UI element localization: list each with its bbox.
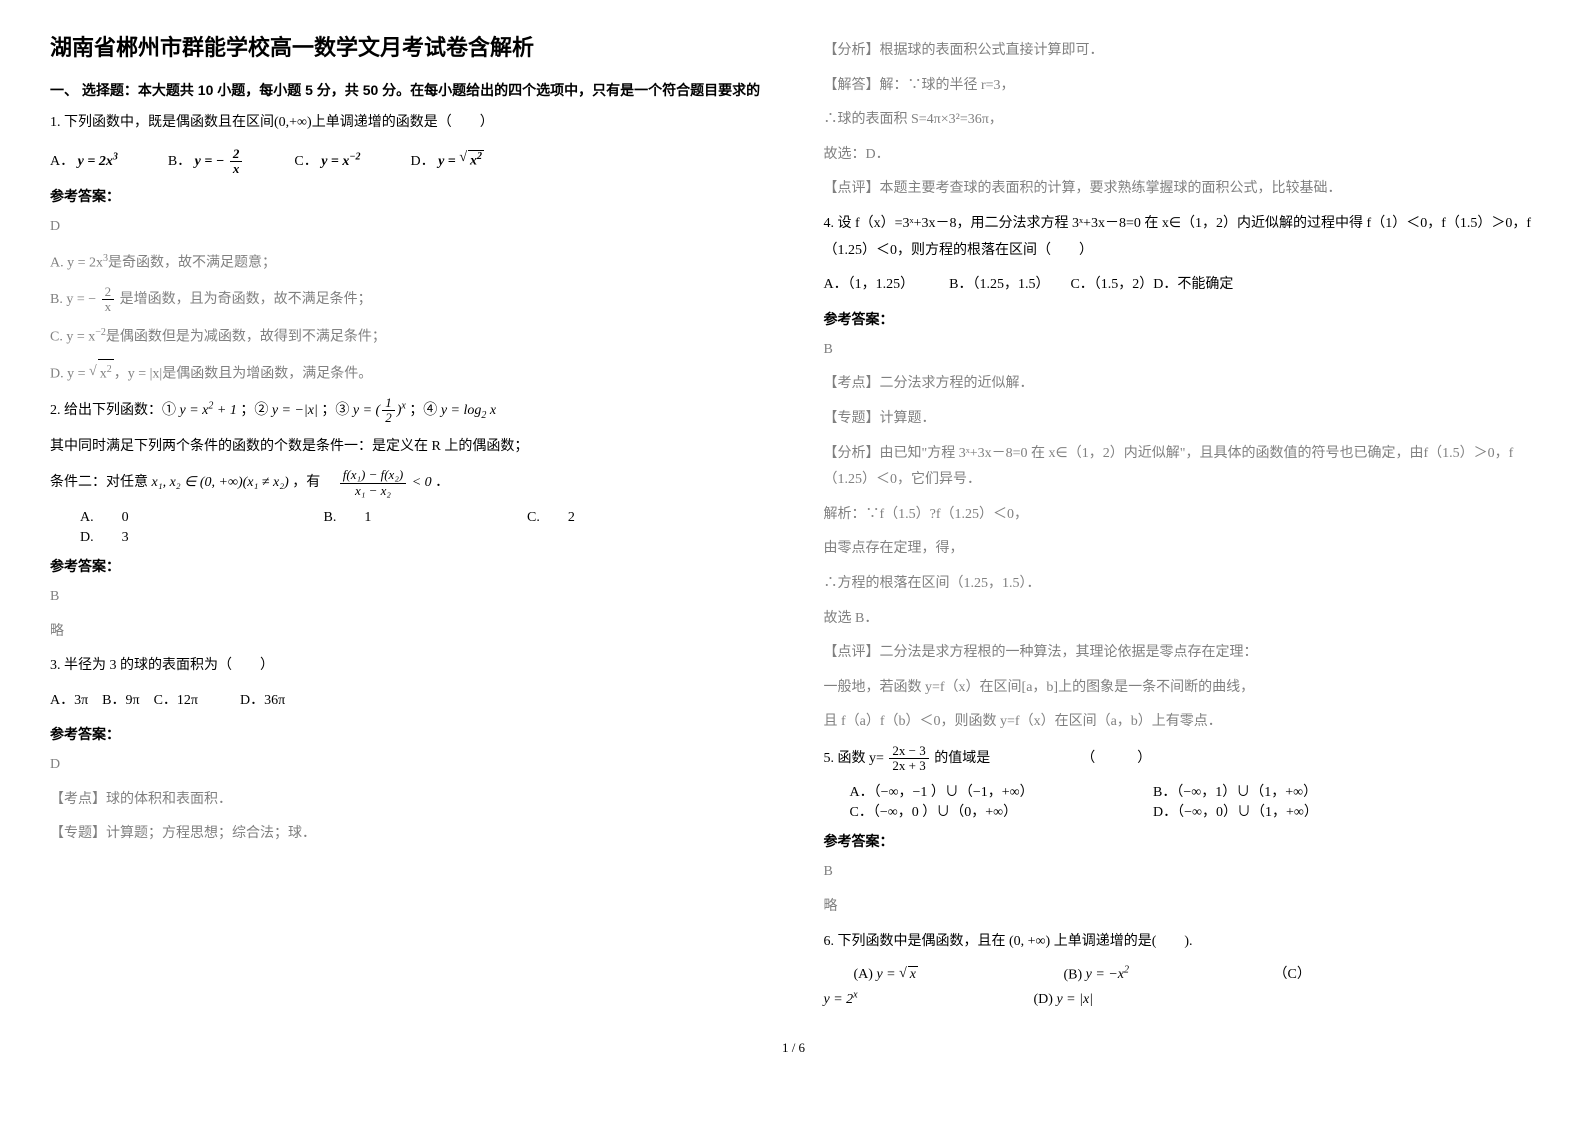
q5-stem: 5. 函数 y= 2x − 32x + 3 的值域是 （ ）: [824, 744, 1538, 774]
q6-optC-prefix: （C）: [1274, 963, 1311, 983]
q2-options-row2: D. 3: [50, 526, 764, 546]
q6-optD: (D) y = |x|: [1034, 992, 1094, 1008]
q1-answer: D: [50, 214, 764, 241]
q1-answer-label: 参考答案：: [50, 186, 764, 206]
q4-options: A．（1，1.25） B．（1.25，1.5） C．（1.5，2）D．不能确定: [824, 272, 1538, 299]
q5-optA: A．（−∞，−1 ）∪（−1，+∞）: [850, 781, 1150, 801]
q2-optB: B. 1: [324, 506, 524, 526]
q1-optB: B． y = − 2x: [168, 147, 245, 177]
q5-answer: B: [824, 859, 1538, 886]
q5-optD: D．（−∞，0）∪（1，+∞）: [1153, 805, 1318, 820]
q6-stem: 6. 下列函数中是偶函数，且在 (0, +∞) 上单调递增的是( ).: [824, 929, 1538, 956]
q2-answer: B: [50, 584, 764, 611]
q3-tag3: 【分析】根据球的表面积公式直接计算即可．: [824, 38, 1538, 65]
page-number: 1 / 6: [50, 1040, 1537, 1056]
q5-options-row2: C．（−∞，0 ）∪（0，+∞） D．（−∞，0）∪（1，+∞）: [824, 801, 1538, 821]
q2-options-row1: A. 0 B. 1 C. 2: [50, 506, 764, 526]
q5-optB: B．（−∞，1）∪（1，+∞）: [1153, 785, 1317, 800]
q4-stem: 4. 设 f（x）=3ˣ+3x－8，用二分法求方程 3ˣ+3x－8=0 在 x∈…: [824, 211, 1538, 264]
q3-stem: 3. 半径为 3 的球的表面积为（ ）: [50, 653, 764, 680]
q3-tag1: 【考点】球的体积和表面积．: [50, 787, 764, 814]
q4-answer-label: 参考答案：: [824, 309, 1538, 329]
paper-title: 湖南省郴州市群能学校高一数学文月考试卷含解析: [50, 30, 764, 62]
q4-c1: 【点评】二分法是求方程根的一种算法，其理论依据是零点存在定理：: [824, 640, 1538, 667]
q2-brief: 略: [50, 619, 764, 646]
q1-explain-A: A. y = 2x3是奇函数，故不满足题意；: [50, 249, 764, 277]
q2-optC: C. 2: [527, 506, 575, 526]
q3-answer: D: [50, 752, 764, 779]
q3-sol2: ∴球的表面积 S=4π×3²=36π，: [824, 107, 1538, 134]
q6-optC: y = 2x: [824, 989, 1004, 1008]
q2-optD: D. 3: [80, 530, 129, 545]
q2-optA: A. 0: [80, 506, 320, 526]
q1-options: A． y = 2x3 B． y = − 2x C． y = x−2 D． y =…: [50, 147, 764, 177]
q3-sol1: 【解答】解：∵球的半径 r=3，: [824, 73, 1538, 100]
q1-optD: D． y = √x2: [410, 150, 484, 170]
q3-comment: 【点评】本题主要考查球的表面积的计算，要求熟练掌握球的面积公式，比较基础．: [824, 176, 1538, 203]
q1-explain-C: C. y = x−2是偶函数但是为减函数，故得到不满足条件；: [50, 323, 764, 351]
q4-c3: 且 f（a）f（b）＜0，则函数 y=f（x）在区间（a，b）上有零点．: [824, 709, 1538, 736]
q5-brief: 略: [824, 894, 1538, 921]
q4-c2: 一般地，若函数 y=f（x）在区间[a，b]上的图象是一条不间断的曲线，: [824, 675, 1538, 702]
section-heading: 一、 选择题：本大题共 10 小题，每小题 5 分，共 50 分。在每小题给出的…: [50, 80, 764, 100]
q5-answer-label: 参考答案：: [824, 831, 1538, 851]
q4-tag1: 【考点】二分法求方程的近似解．: [824, 371, 1538, 398]
q6-optB: (B) y = −x2: [1064, 965, 1244, 984]
q4-tag3: 【分析】由已知"方程 3ˣ+3x－8=0 在 x∈（1，2）内近似解"，且具体的…: [824, 441, 1538, 494]
q1-explain-D: D. y = √x2，y = |x|是偶函数且为增函数，满足条件。: [50, 359, 764, 388]
q4-answer: B: [824, 337, 1538, 364]
q6-optA: (A) y = √x: [854, 966, 1034, 983]
q3-sol3: 故选：D．: [824, 142, 1538, 169]
q2-line2: 其中同时满足下列两个条件的函数的个数是条件一：是定义在 R 上的偶函数；: [50, 434, 764, 461]
q6-options-row1: (A) y = √x (B) y = −x2 （C）: [824, 963, 1538, 983]
q1-stem: 1. 下列函数中，既是偶函数且在区间(0,+∞)上单调递增的函数是（ ）: [50, 110, 764, 137]
q3-answer-label: 参考答案：: [50, 724, 764, 744]
q3-tag2: 【专题】计算题；方程思想；综合法；球．: [50, 821, 764, 848]
q2-stem: 2. 给出下列函数：① y = x2 + 1 ；② y = −|x| ；③ y …: [50, 396, 764, 426]
q3-options: A．3π B．9π C．12π D．36π: [50, 688, 764, 715]
q1-optA: A． y = 2x3: [50, 150, 118, 170]
q4-sol2: 由零点存在定理，得，: [824, 536, 1538, 563]
q4-sol1: 解析：∵f（1.5）?f（1.25）＜0，: [824, 502, 1538, 529]
q4-tag2: 【专题】计算题．: [824, 406, 1538, 433]
q2-answer-label: 参考答案：: [50, 556, 764, 576]
q5-options-row1: A．（−∞，−1 ）∪（−1，+∞） B．（−∞，1）∪（1，+∞）: [824, 781, 1538, 801]
q5-optC: C．（−∞，0 ）∪（0，+∞）: [850, 801, 1150, 821]
q1-explain-B: B. y = − 2x 是增函数，且为奇函数，故不满足条件；: [50, 285, 764, 315]
q1-optC: C． y = x−2: [294, 150, 360, 170]
q4-sol3: ∴方程的根落在区间（1.25，1.5）．: [824, 571, 1538, 598]
q6-options-row2: y = 2x (D) y = |x|: [824, 989, 1538, 1008]
q2-cond2: 条件二：对任意 x₁, x₂ ∈ (0, +∞)(x₁ ≠ x₂) ，有 f(x…: [50, 468, 764, 498]
q4-sol4: 故选 B．: [824, 606, 1538, 633]
